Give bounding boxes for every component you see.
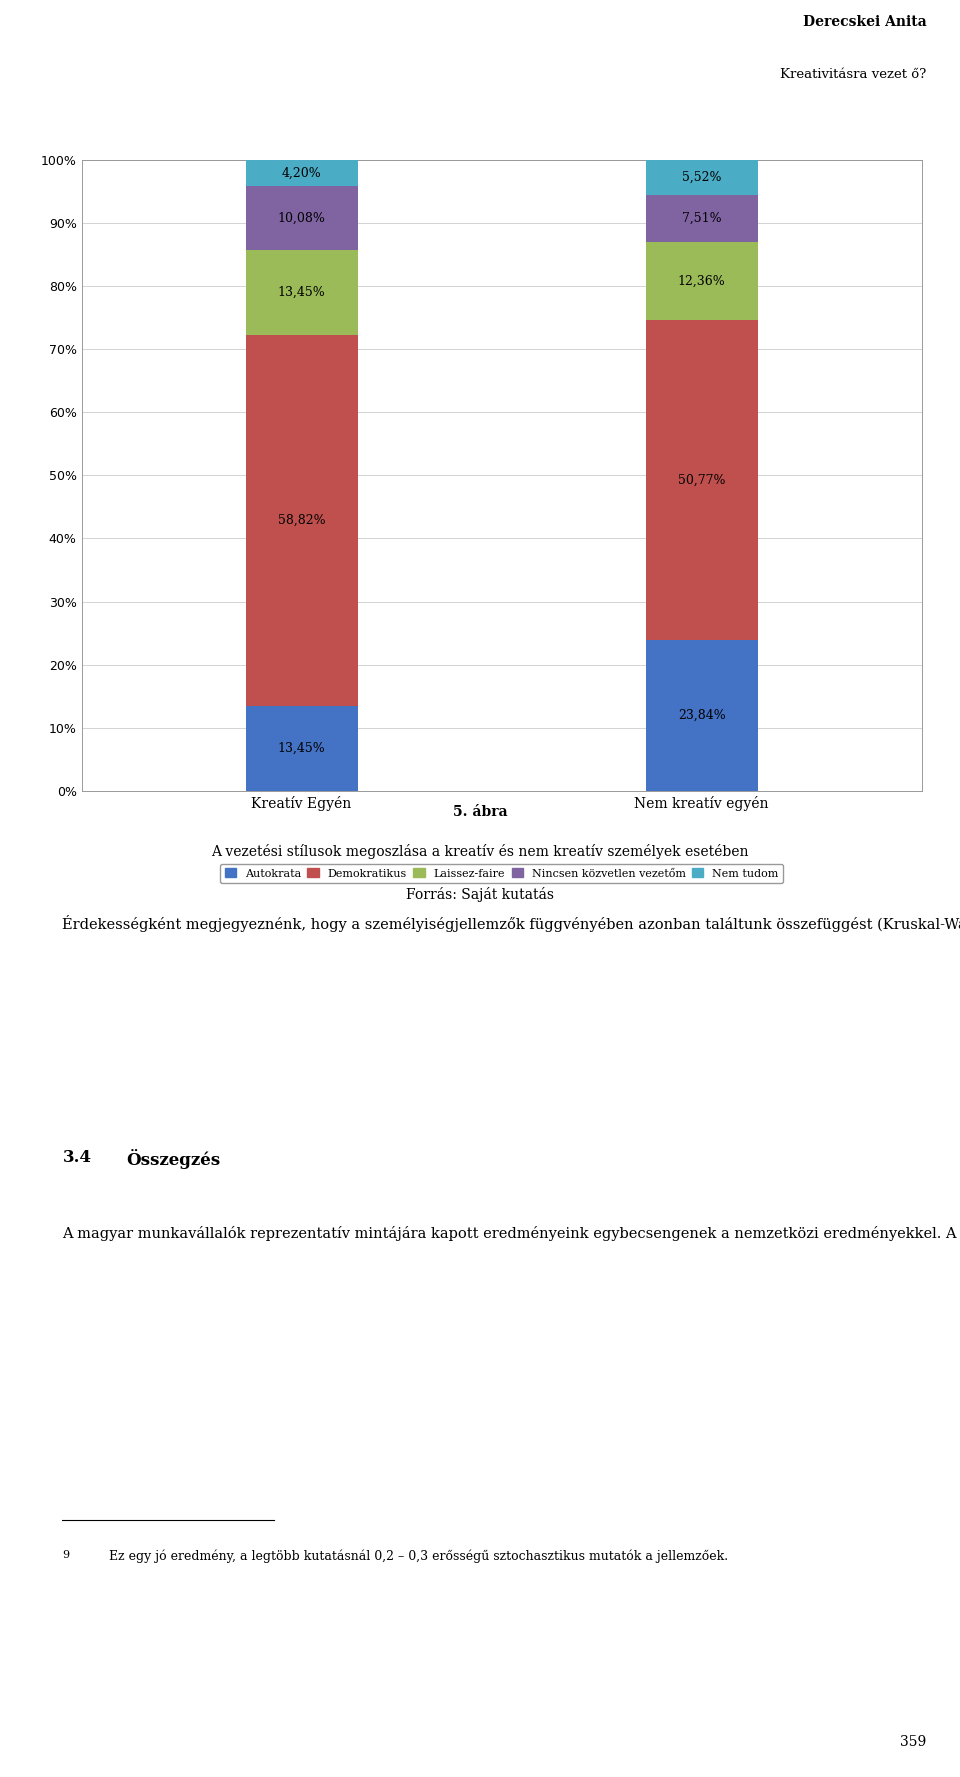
Legend: Autokrata, Demokratikus, Laissez-faire, Nincsen közvetlen vezetőm, Nem tudom: Autokrata, Demokratikus, Laissez-faire, … bbox=[220, 864, 783, 883]
Text: A magyar munkavállalók reprezentatív mintájára kapott eredményeink egybecsengene: A magyar munkavállalók reprezentatív min… bbox=[62, 1226, 960, 1240]
Bar bbox=[246, 187, 357, 251]
Bar bbox=[645, 640, 757, 791]
Bar bbox=[645, 160, 757, 195]
Bar bbox=[246, 705, 357, 791]
Text: 58,82%: 58,82% bbox=[277, 514, 325, 528]
Bar bbox=[645, 195, 757, 242]
Text: Összegzés: Összegzés bbox=[127, 1150, 221, 1169]
Text: A vezetési stílusok megoszlása a kreatív és nem kreatív személyek esetében: A vezetési stílusok megoszlása a kreatív… bbox=[211, 844, 749, 860]
Text: 4,20%: 4,20% bbox=[281, 167, 322, 179]
Text: 359: 359 bbox=[900, 1736, 926, 1749]
Text: 12,36%: 12,36% bbox=[678, 275, 726, 288]
Text: 9: 9 bbox=[62, 1550, 69, 1560]
Text: Forrás: Saját kutatás: Forrás: Saját kutatás bbox=[406, 887, 554, 903]
Text: 10,08%: 10,08% bbox=[277, 211, 325, 224]
Bar bbox=[246, 160, 357, 187]
Bar bbox=[246, 251, 357, 334]
Text: Derecskei Anita: Derecskei Anita bbox=[803, 16, 926, 28]
Bar bbox=[246, 334, 357, 705]
Bar bbox=[645, 320, 757, 640]
Text: Kreativitásra vezet ő?: Kreativitásra vezet ő? bbox=[780, 68, 926, 82]
Text: 5. ábra: 5. ábra bbox=[453, 805, 507, 819]
Text: 5,52%: 5,52% bbox=[682, 171, 721, 183]
Text: 23,84%: 23,84% bbox=[678, 709, 726, 721]
Text: Érdekességként megjegyeznénk, hogy a személyiségjellemzők függvényében azonban t: Érdekességként megjegyeznénk, hogy a sze… bbox=[62, 915, 960, 933]
Text: 7,51%: 7,51% bbox=[682, 211, 721, 226]
Text: 13,45%: 13,45% bbox=[277, 741, 325, 755]
Text: 50,77%: 50,77% bbox=[678, 474, 726, 487]
Text: 13,45%: 13,45% bbox=[277, 286, 325, 299]
Text: Ez egy jó eredmény, a legtöbb kutatásnál 0,2 – 0,3 erősségű sztochasztikus mutat: Ez egy jó eredmény, a legtöbb kutatásnál… bbox=[108, 1550, 728, 1564]
Bar bbox=[645, 242, 757, 320]
Text: 3.4: 3.4 bbox=[62, 1150, 91, 1166]
